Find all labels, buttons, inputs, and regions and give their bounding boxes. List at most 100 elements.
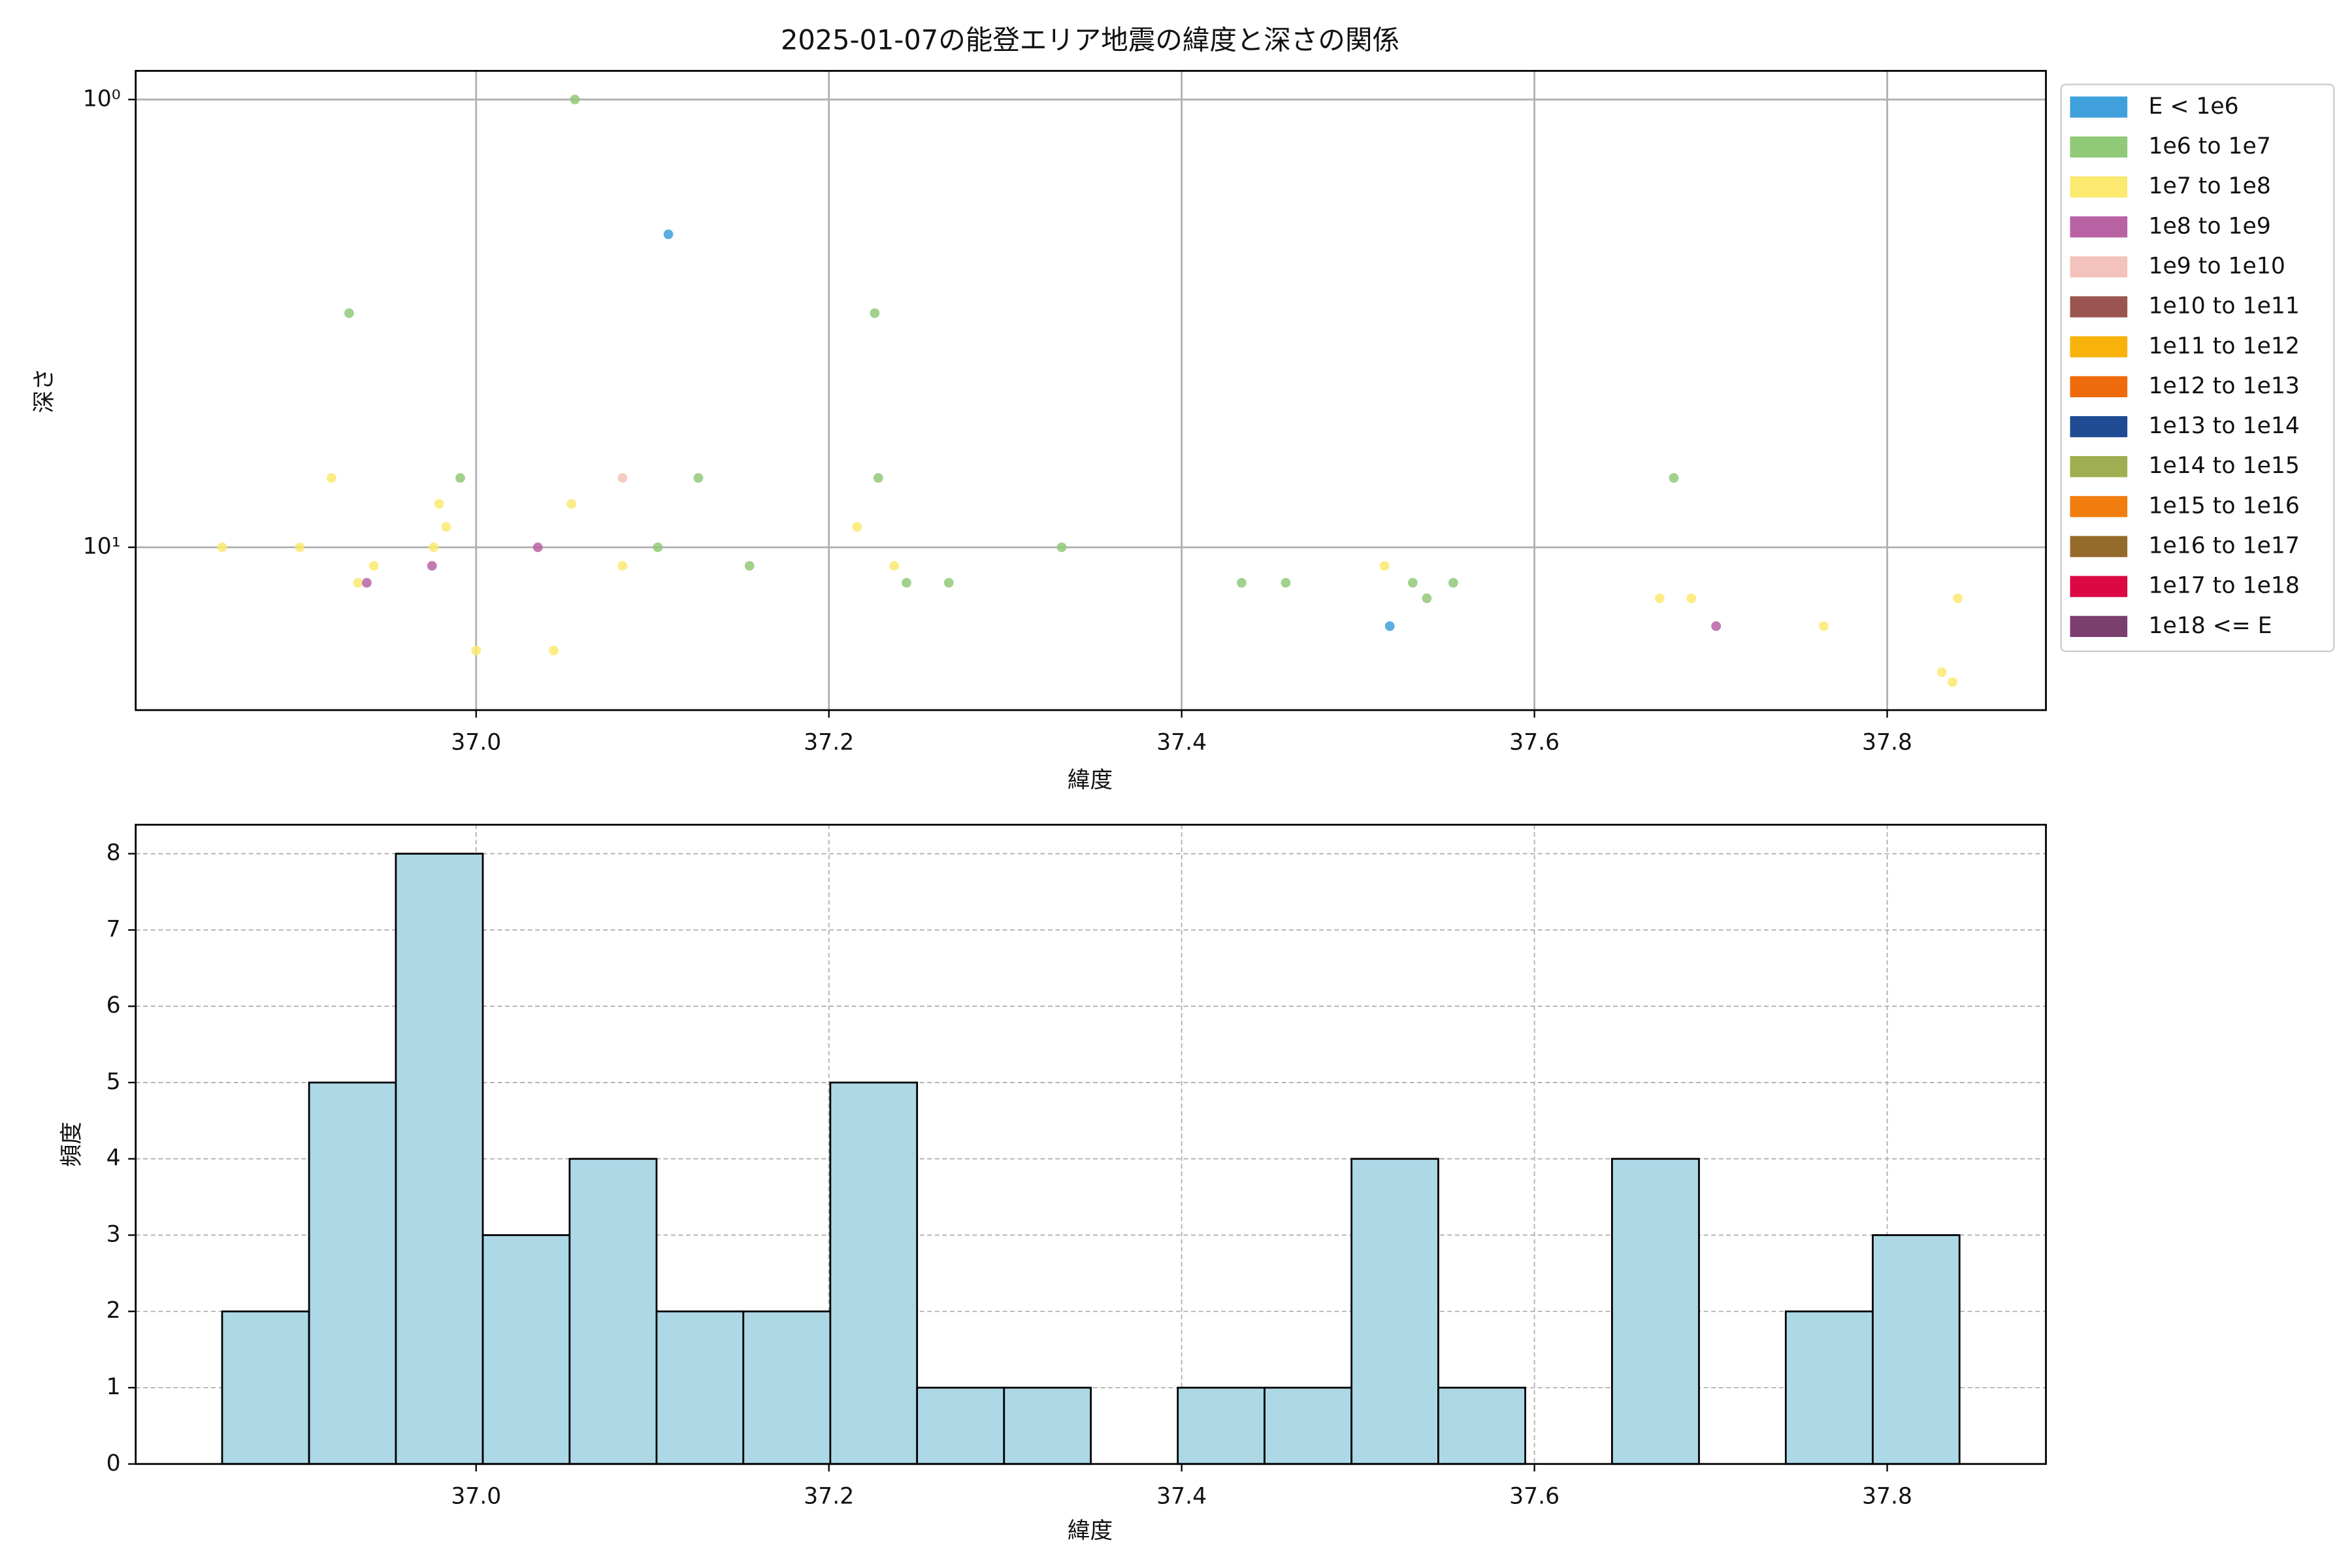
y-axis-label: 深さ xyxy=(31,368,57,413)
legend-swatch xyxy=(2070,536,2128,557)
x-tick-label: 37.8 xyxy=(1862,1484,1912,1510)
legend-label: E < 1e6 xyxy=(2148,93,2238,120)
scatter-point xyxy=(1281,578,1291,588)
histogram-bar xyxy=(1611,1158,1700,1465)
scatter-point xyxy=(295,542,305,553)
y-tick-label: 5 xyxy=(106,1069,121,1095)
legend-swatch xyxy=(2070,456,2128,478)
scatter-point xyxy=(471,645,482,656)
x-tick-label: 37.8 xyxy=(1862,730,1912,756)
x-tick-label: 37.4 xyxy=(1156,730,1207,756)
y-tick-label: 0 xyxy=(106,1450,121,1477)
scatter-point xyxy=(353,578,363,588)
x-tick-label: 37.2 xyxy=(804,1484,854,1510)
x-tick-label: 37.0 xyxy=(451,1484,501,1510)
plot-frame xyxy=(135,70,2047,711)
scatter-point xyxy=(566,498,576,509)
legend-label: 1e10 to 1e11 xyxy=(2148,293,2299,319)
x-tick-label: 37.6 xyxy=(1509,730,1560,756)
scatter-point xyxy=(663,229,674,240)
histogram-bar xyxy=(916,1386,1005,1465)
x-tick-label: 37.0 xyxy=(451,730,501,756)
y-tick-label: 4 xyxy=(106,1145,121,1171)
scatter-point xyxy=(693,473,704,483)
legend: E < 1e6 1e6 to 1e7 1e7 to 1e8 1e8 to 1e9 1e9… xyxy=(2060,84,2335,653)
scatter-point xyxy=(1686,593,1697,604)
scatter-point xyxy=(1422,593,1432,604)
histogram-bar xyxy=(395,853,484,1465)
histogram-bar xyxy=(482,1234,571,1465)
y-tick-label: 8 xyxy=(106,840,121,866)
y-tick-label: 10⁰ xyxy=(83,86,121,112)
legend-label: 1e11 to 1e12 xyxy=(2148,333,2299,359)
scatter-point xyxy=(1379,561,1390,571)
y-tick-label: 7 xyxy=(106,916,121,942)
legend-swatch xyxy=(2070,296,2128,318)
scatter-point xyxy=(455,473,465,483)
scatter-point xyxy=(744,561,755,571)
legend-swatch xyxy=(2070,336,2128,357)
scatter-point xyxy=(1237,578,1247,588)
legend-swatch xyxy=(2070,376,2128,398)
legend-label: 1e18 <= E xyxy=(2148,613,2272,639)
x-axis-label: 緯度 xyxy=(1068,767,1113,793)
legend-swatch xyxy=(2070,176,2128,198)
legend-label: 1e7 to 1e8 xyxy=(2148,173,2270,199)
histogram-bar xyxy=(1264,1386,1353,1465)
legend-swatch xyxy=(2070,256,2128,278)
scatter-point xyxy=(434,498,444,509)
scatter-point xyxy=(902,578,911,588)
legend-swatch xyxy=(2070,615,2128,637)
x-axis-label: 緯度 xyxy=(1068,1518,1113,1544)
scatter-point xyxy=(1669,473,1679,483)
scatter-point xyxy=(653,542,663,553)
y-tick-label: 10¹ xyxy=(83,534,121,560)
legend-label: 1e8 to 1e9 xyxy=(2148,213,2270,239)
histogram-bar xyxy=(655,1310,745,1465)
scatter-point xyxy=(943,578,954,588)
scatter-point xyxy=(326,473,336,483)
scatter-point xyxy=(1936,667,1947,678)
legend-label: 1e17 to 1e18 xyxy=(2148,573,2299,599)
scatter-point xyxy=(1818,621,1829,631)
scatter-point xyxy=(1711,621,1722,631)
scatter-point xyxy=(429,542,439,553)
histogram-bar xyxy=(568,1158,658,1465)
scatter-point xyxy=(1056,542,1067,553)
scatter-point xyxy=(441,521,451,532)
histogram-bar xyxy=(1177,1386,1266,1465)
histogram-bar xyxy=(221,1310,310,1465)
scatter-point xyxy=(570,94,580,105)
scatter-point xyxy=(1448,578,1458,588)
legend-label: 1e9 to 1e10 xyxy=(2148,253,2285,279)
histogram-bar xyxy=(742,1310,832,1465)
legend-label: 1e14 to 1e15 xyxy=(2148,453,2299,479)
legend-label: 1e15 to 1e16 xyxy=(2148,493,2299,519)
x-tick-label: 37.6 xyxy=(1509,1484,1560,1510)
scatter-point xyxy=(344,308,354,318)
legend-swatch xyxy=(2070,496,2128,517)
legend-swatch xyxy=(2070,576,2128,597)
histogram-bar xyxy=(308,1081,397,1465)
y-tick-label: 2 xyxy=(106,1298,121,1324)
scatter-point xyxy=(1654,593,1665,604)
scatter-point xyxy=(368,561,379,571)
scatter-point xyxy=(889,561,899,571)
scatter-point xyxy=(217,542,227,553)
scatter-point xyxy=(1384,621,1395,631)
legend-label: 1e16 to 1e17 xyxy=(2148,533,2299,559)
scatter-point xyxy=(549,645,559,656)
histogram-bar xyxy=(1872,1234,1961,1465)
scatter-point xyxy=(427,561,437,571)
scatter-point xyxy=(870,308,880,318)
scatter-point xyxy=(617,561,628,571)
scatter-point xyxy=(532,542,543,553)
chart-title: 2025-01-07の能登エリア地震の緯度と深さの関係 xyxy=(781,24,1399,56)
legend-swatch xyxy=(2070,96,2128,118)
legend-label: 1e13 to 1e14 xyxy=(2148,413,2299,439)
legend-swatch xyxy=(2070,136,2128,158)
scatter-point xyxy=(1953,593,1963,604)
histogram-bar xyxy=(1350,1158,1439,1465)
